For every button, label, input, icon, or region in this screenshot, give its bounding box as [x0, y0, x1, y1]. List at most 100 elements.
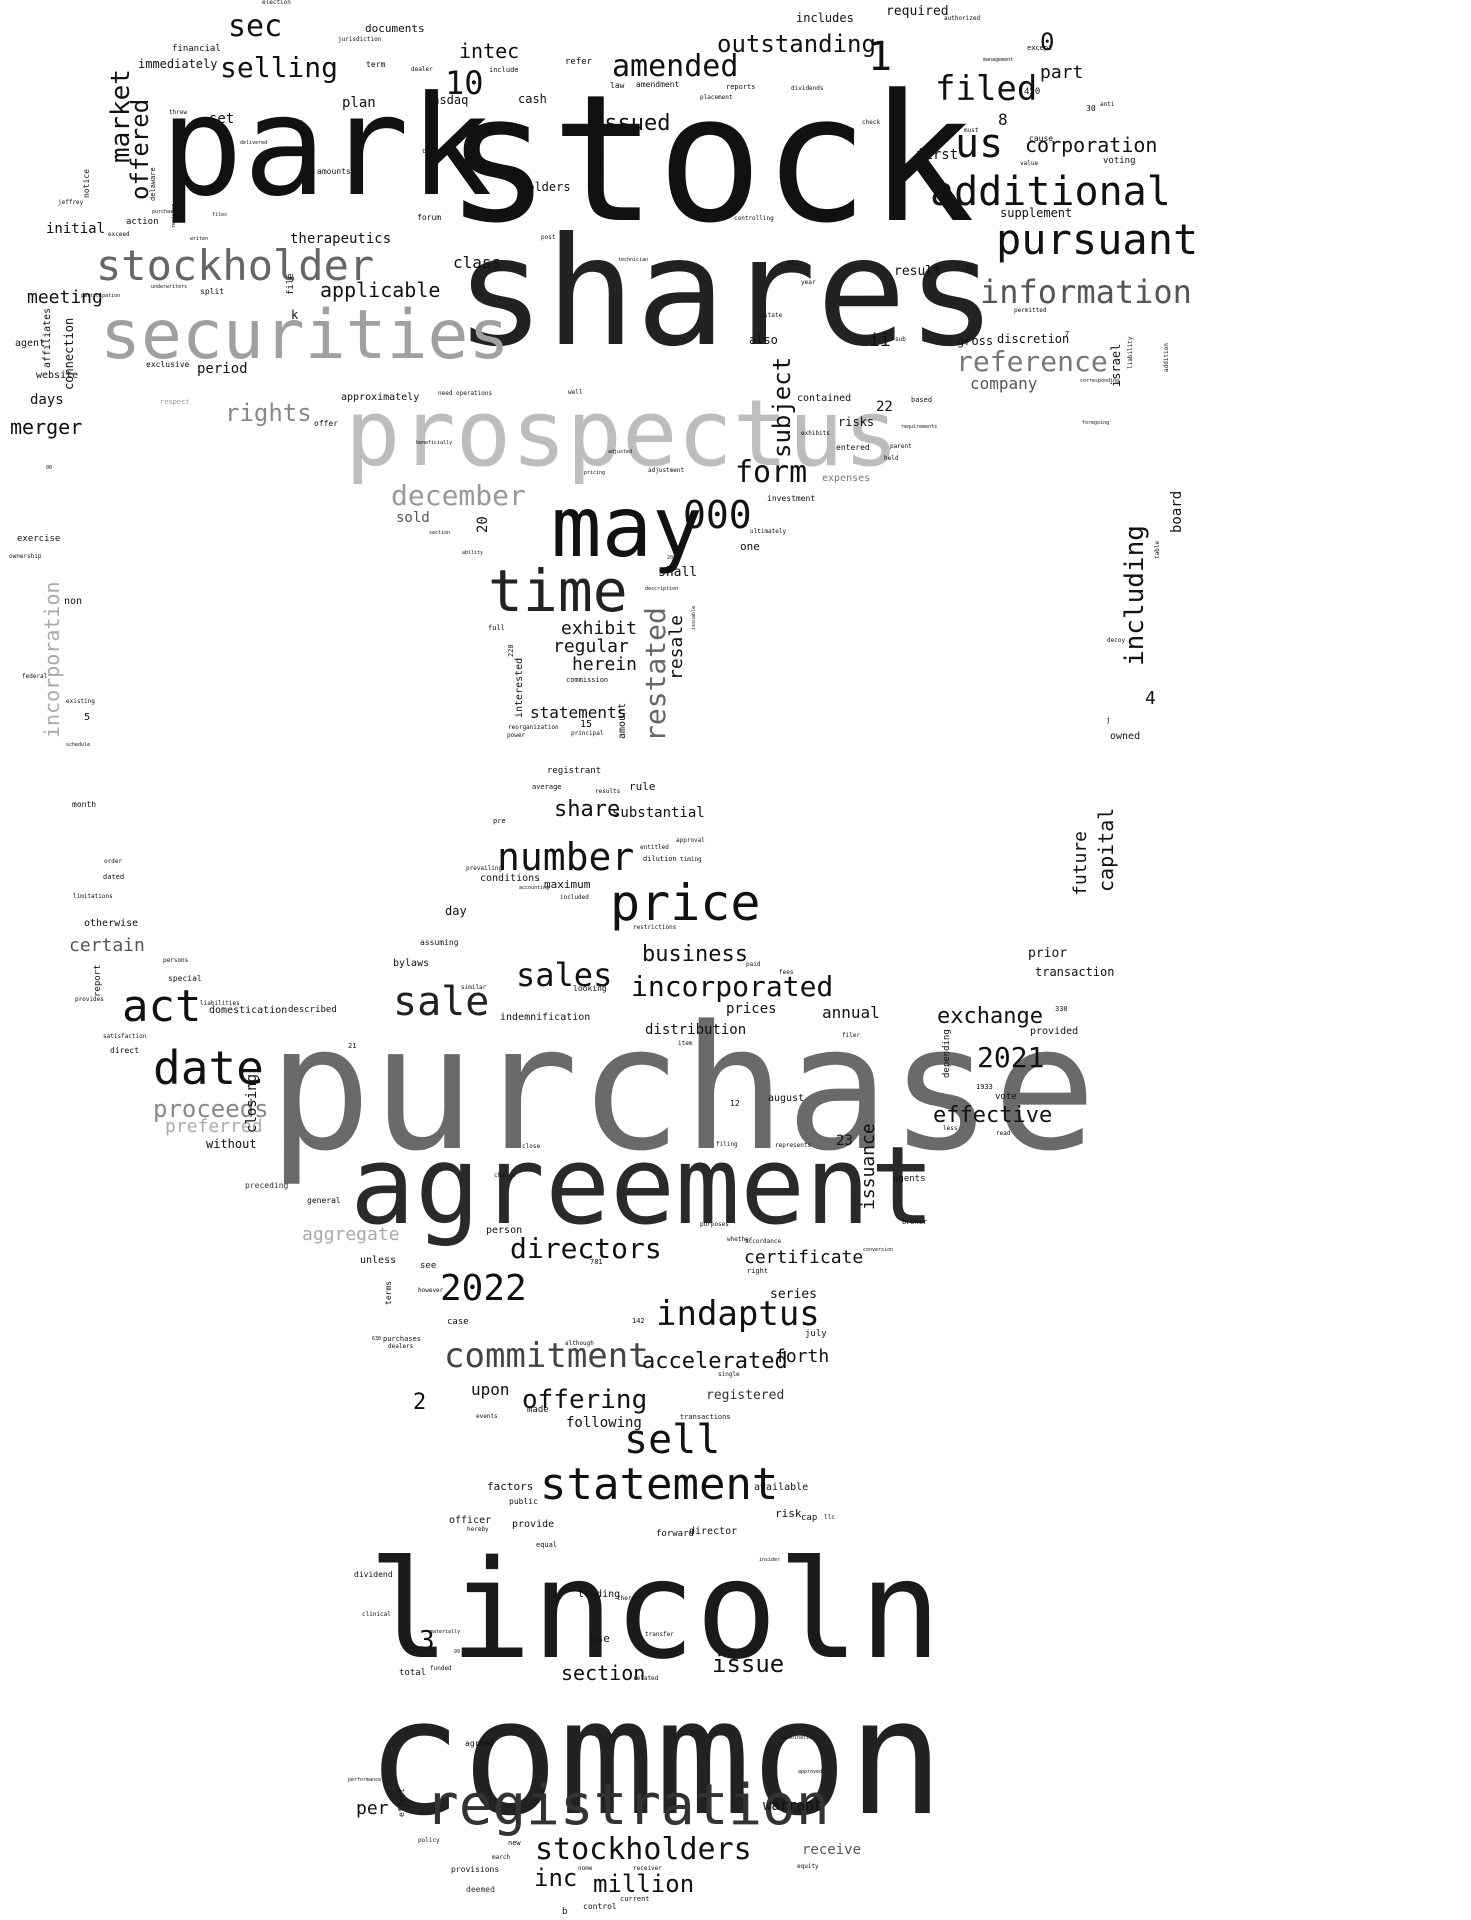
word-act: act	[122, 981, 202, 1032]
word-check: check	[862, 119, 881, 126]
word-special: special	[168, 974, 202, 983]
word-public: public	[509, 1497, 538, 1506]
word-new: new	[508, 1839, 521, 1847]
word-future: future	[1070, 830, 1091, 896]
word-issuable: issuable	[691, 605, 697, 630]
word-clinical: clinical	[362, 1611, 391, 1618]
word-less: less	[943, 1125, 958, 1132]
word-read: read	[996, 1130, 1011, 1137]
word-issued: issued	[591, 111, 671, 136]
word-persons: persons	[163, 957, 189, 964]
word-agent: agent	[15, 338, 46, 349]
word-amendment: amendment	[636, 80, 680, 89]
word-provide: provide	[512, 1519, 555, 1530]
word-march: march	[492, 1854, 511, 1861]
word-entitled: entitled	[640, 844, 669, 851]
word-indemnification: indemnification	[500, 1012, 591, 1023]
word-equity: equity	[797, 1863, 819, 1870]
word-20: 20	[475, 516, 491, 533]
word-forward: forward	[656, 1529, 694, 1539]
word-sold: sold	[396, 510, 430, 526]
word-ii: ii	[869, 330, 891, 351]
word-operations: operations	[456, 390, 493, 397]
word-incorporated: incorporated	[631, 970, 834, 1003]
word-rights: rights	[225, 399, 312, 427]
word-inc: inc	[534, 1864, 578, 1892]
word-lincoln: lincoln	[368, 1532, 942, 1690]
word-year: year	[801, 279, 816, 286]
word-limitations: limitations	[73, 893, 113, 900]
word-results: results	[595, 788, 621, 795]
word-statement: statement	[540, 1459, 779, 1510]
word-delivered: delivered	[240, 140, 268, 146]
word-need: need	[438, 390, 453, 397]
word-pricing: pricing	[584, 470, 606, 476]
word-policy: policy	[418, 1837, 440, 1844]
word-initial: initial	[46, 221, 106, 237]
word-risks: risks	[838, 415, 875, 429]
word-current: current	[620, 1895, 650, 1903]
word-630: 630	[372, 1336, 382, 1342]
word-provisions: provisions	[451, 1865, 500, 1874]
word-set: set	[209, 111, 235, 127]
word-series: series	[770, 1287, 817, 1302]
word-insider: insider	[759, 1557, 781, 1563]
word-203: 203	[667, 555, 677, 561]
word-day: day	[445, 904, 467, 918]
word-unless: unless	[360, 1255, 397, 1266]
word-prior: prior	[1028, 946, 1068, 961]
word-vote: vote	[995, 1092, 1017, 1102]
word-23: 23	[836, 1133, 853, 1149]
word-section-small: section	[429, 530, 451, 536]
word-j: j	[1106, 716, 1111, 724]
word-corporation: corporation	[1025, 133, 1158, 157]
word-00: 00	[46, 465, 53, 471]
word-effective: effective	[933, 1103, 1053, 1128]
word-k: k	[291, 308, 299, 322]
word-outstanding: outstanding	[717, 30, 876, 58]
word-voting: voting	[1103, 156, 1136, 166]
word-jeffrey: jeffrey	[58, 199, 84, 206]
word-section: section	[561, 1661, 646, 1685]
word-nasdaq: nasdaq	[425, 93, 469, 107]
word-business: business	[642, 942, 748, 967]
word-dividends: dividends	[791, 85, 824, 92]
word-amended: amended	[612, 49, 739, 84]
word-principal: principal	[571, 730, 604, 737]
word-agreed: agreed	[465, 1739, 494, 1748]
word-purchase: purchase	[268, 988, 1097, 1189]
word-aggregate: aggregate	[302, 1224, 400, 1245]
word-offering: offering	[522, 1385, 648, 1415]
word-220: 220	[507, 644, 515, 657]
word-factors: factors	[487, 1480, 534, 1493]
word-securities: securities	[100, 296, 510, 375]
word-4: 4	[1145, 688, 1156, 709]
word-technician: technician	[618, 257, 649, 263]
word-interested: interested	[514, 657, 525, 718]
word-certain: certain	[69, 935, 145, 956]
word-issue: issue	[712, 1650, 785, 1678]
word-immediately: immediately	[138, 57, 218, 71]
word-offices: offices	[282, 119, 304, 125]
word-purposes: purposes	[700, 1221, 729, 1228]
word-park: park	[160, 66, 493, 227]
word-000: 000	[683, 493, 752, 537]
word-amounts: amounts	[317, 167, 351, 176]
word-2022: 2022	[440, 1268, 527, 1309]
word-expenses: expenses	[822, 473, 871, 484]
word-control: control	[583, 1902, 617, 1911]
word-risk: risk	[775, 1507, 802, 1520]
word-142: 142	[632, 1317, 645, 1325]
word-sale: sale	[393, 979, 490, 1025]
word-registered: registered	[706, 1388, 785, 1403]
word-price: price	[610, 874, 761, 932]
word-exhibits: exhibits	[801, 430, 830, 437]
word-beneficial: beneficial	[596, 152, 605, 201]
word-exchange: exchange	[937, 1004, 1043, 1029]
word-satisfaction: satisfaction	[103, 1033, 147, 1040]
word-holders: holders	[520, 180, 571, 194]
word-3: 3	[419, 1626, 435, 1656]
word-participation: participation	[81, 293, 121, 299]
word-authorized: authorized	[944, 15, 981, 22]
